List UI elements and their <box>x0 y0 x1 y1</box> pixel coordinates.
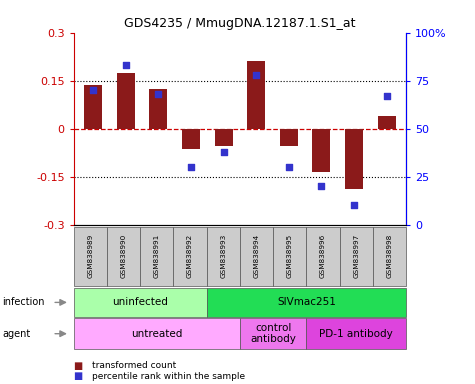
Text: GSM838992: GSM838992 <box>187 234 193 278</box>
Point <box>220 149 228 155</box>
Text: percentile rank within the sample: percentile rank within the sample <box>92 372 245 381</box>
Bar <box>313 129 330 172</box>
Text: GSM838994: GSM838994 <box>254 234 259 278</box>
Point <box>350 202 358 209</box>
Text: GSM838990: GSM838990 <box>121 234 126 278</box>
Text: GSM838995: GSM838995 <box>287 234 293 278</box>
Bar <box>247 61 265 129</box>
Point <box>318 183 325 189</box>
Text: ■: ■ <box>74 371 83 381</box>
Text: PD-1 antibody: PD-1 antibody <box>319 329 393 339</box>
Text: GSM838993: GSM838993 <box>220 234 226 278</box>
Text: control
antibody: control antibody <box>250 323 296 344</box>
Text: uninfected: uninfected <box>112 297 168 308</box>
Title: GDS4235 / MmugDNA.12187.1.S1_at: GDS4235 / MmugDNA.12187.1.S1_at <box>124 17 356 30</box>
Point <box>122 62 130 68</box>
Bar <box>345 129 363 189</box>
Bar <box>378 116 396 129</box>
Text: agent: agent <box>2 329 30 339</box>
Bar <box>182 129 200 149</box>
Point <box>383 93 390 99</box>
Point <box>187 164 195 170</box>
Point <box>285 164 293 170</box>
Text: GSM838996: GSM838996 <box>320 234 326 278</box>
Bar <box>215 129 233 146</box>
Point <box>89 87 97 93</box>
Text: GSM838998: GSM838998 <box>387 234 392 278</box>
Text: transformed count: transformed count <box>92 361 176 370</box>
Text: SIVmac251: SIVmac251 <box>277 297 336 308</box>
Point <box>154 91 162 97</box>
Bar <box>150 89 167 129</box>
Text: infection: infection <box>2 297 45 308</box>
Point <box>252 72 260 78</box>
Text: untreated: untreated <box>131 329 182 339</box>
Text: GSM838989: GSM838989 <box>87 234 93 278</box>
Text: GSM838991: GSM838991 <box>154 234 160 278</box>
Bar <box>117 73 135 129</box>
Bar <box>280 129 298 146</box>
Bar <box>84 86 102 129</box>
Text: GSM838997: GSM838997 <box>353 234 359 278</box>
Text: ■: ■ <box>74 361 83 371</box>
